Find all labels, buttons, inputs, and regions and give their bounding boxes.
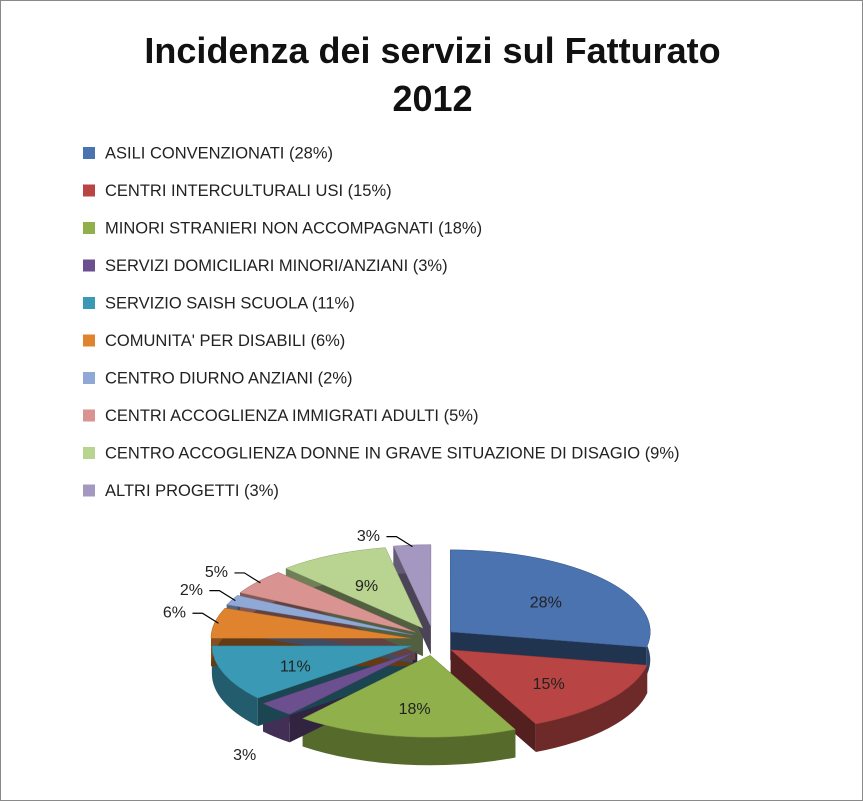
slice bbox=[302, 654, 516, 738]
legend-swatch bbox=[83, 184, 95, 197]
legend-swatch bbox=[83, 447, 95, 459]
data-label: 5% bbox=[205, 564, 228, 581]
data-label: 2% bbox=[180, 582, 203, 599]
data-label: 3% bbox=[233, 747, 256, 764]
legend-swatch bbox=[83, 147, 95, 159]
data-label: 11% bbox=[280, 658, 311, 675]
slice bbox=[285, 547, 424, 629]
legend-swatch bbox=[83, 409, 95, 422]
legend-label: MINORI STRANIERI NON ACCOMPAGNATI (18%) bbox=[105, 219, 482, 237]
legend-swatch bbox=[83, 222, 95, 234]
legend-label: CENTRO ACCOGLIENZA DONNE IN GRAVE SITUAZ… bbox=[105, 444, 680, 462]
slice bbox=[262, 650, 418, 715]
slice bbox=[210, 607, 412, 639]
legend-label: SERVIZIO SAISH SCUOLA (11%) bbox=[105, 294, 355, 312]
slice-side bbox=[211, 645, 258, 727]
slice-tops: 28% 15% 18% 3% 11% 6% 2%5% 9% 3% bbox=[163, 528, 651, 764]
data-label: 28% bbox=[530, 595, 562, 612]
legend-label: ALTRI PROGETTI (3%) bbox=[105, 482, 279, 500]
slice-side bbox=[535, 665, 648, 753]
title-box: Incidenza dei servizi sul Fatturato 2012 bbox=[1, 27, 862, 123]
legend-label: SERVIZI DOMICILIARI MINORI/ANZIANI (3%) bbox=[105, 257, 448, 275]
legend-label: CENTRI INTERCULTURALI USI (15%) bbox=[105, 182, 392, 200]
legend-swatch bbox=[83, 334, 95, 347]
legend-swatch bbox=[83, 297, 95, 309]
legend-label: CENTRO DIURNO ANZIANI (2%) bbox=[105, 369, 353, 387]
leader-line bbox=[209, 590, 236, 602]
legend-swatch bbox=[83, 372, 95, 384]
legend-swatch bbox=[83, 484, 95, 497]
slice-side bbox=[302, 718, 516, 766]
legend-label: ASILI CONVENZIONATI (28%) bbox=[105, 144, 333, 162]
data-label: 18% bbox=[399, 701, 431, 718]
leader-line bbox=[192, 612, 219, 624]
legend-label: CENTRI ACCOGLIENZA IMMIGRATI ADULTI (5%) bbox=[105, 407, 478, 425]
data-label: 3% bbox=[357, 528, 380, 545]
slice bbox=[393, 544, 432, 627]
slice bbox=[211, 645, 413, 699]
chart-title: Incidenza dei servizi sul Fatturato 2012 bbox=[144, 30, 721, 119]
leader-line bbox=[234, 572, 261, 584]
leader-line bbox=[386, 536, 413, 548]
data-label: 15% bbox=[533, 676, 565, 693]
slice bbox=[239, 572, 416, 633]
legend-swatch bbox=[83, 259, 95, 272]
slice bbox=[226, 595, 413, 636]
slice-side bbox=[450, 649, 536, 753]
data-label: 6% bbox=[163, 604, 186, 621]
legend-label: COMUNITA' PER DISABILI (6%) bbox=[105, 332, 345, 350]
data-label: 9% bbox=[355, 578, 378, 595]
slice bbox=[450, 549, 651, 648]
slice bbox=[449, 649, 648, 725]
